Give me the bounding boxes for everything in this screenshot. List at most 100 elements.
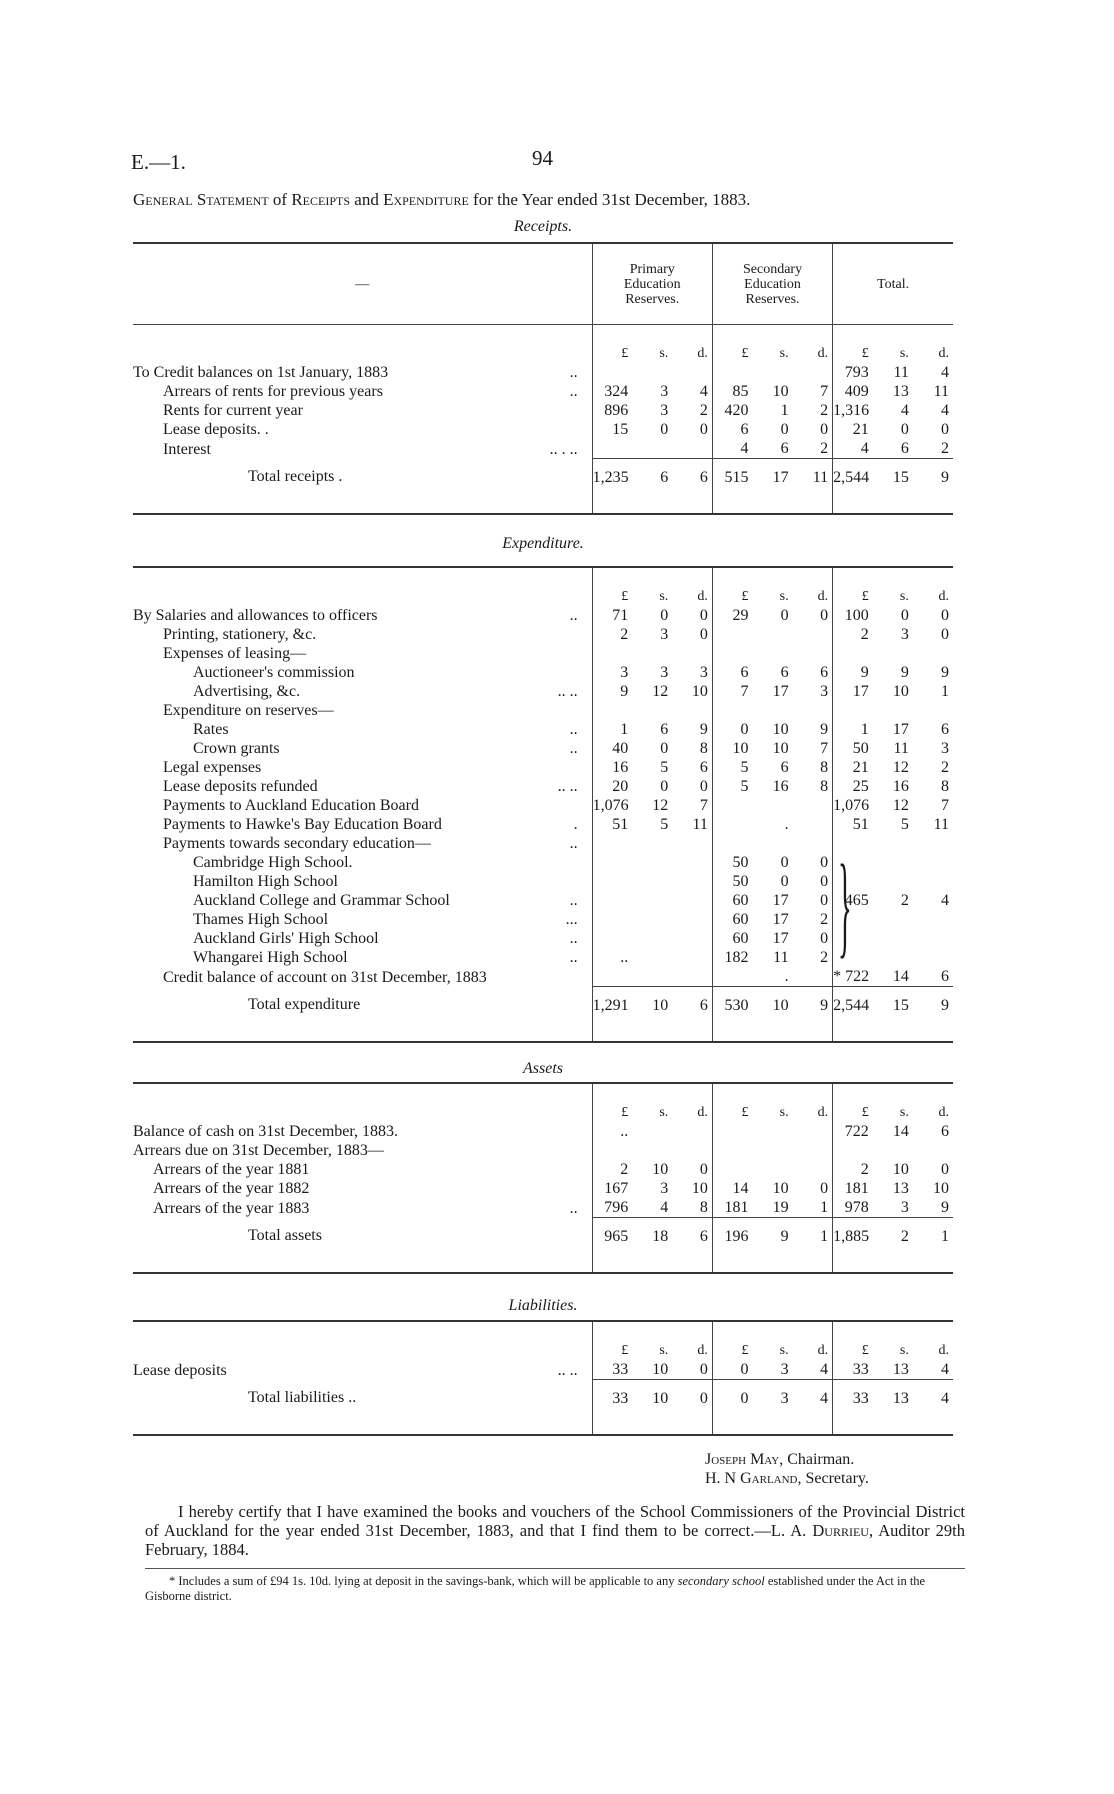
primary-pounds	[591, 439, 633, 459]
secondary-shillings: 9	[752, 1217, 793, 1254]
secondary-shillings: 11	[773, 949, 789, 966]
header-spacer	[133, 324, 953, 344]
primary-pounds: ..	[591, 948, 633, 967]
secondary-pence: 0	[820, 892, 829, 909]
secondary-pence: 9	[820, 721, 829, 738]
secondary-pounds	[711, 1122, 753, 1141]
secondary-pounds	[711, 1141, 753, 1160]
row-label: Payments to Auckland Education Board	[133, 796, 592, 815]
table-row: To Credit balances on 1st January, 1883.…	[133, 363, 953, 382]
row-label: Whangarei High School..	[133, 948, 592, 967]
row-label: Interest .. . ..	[133, 439, 592, 459]
total-pence: 4	[941, 892, 949, 909]
secondary-shillings: 17	[772, 683, 789, 700]
secondary-shillings	[752, 1160, 792, 1179]
primary-pence: 6	[672, 1217, 713, 1254]
row-label-text: Lease deposits	[133, 1361, 227, 1379]
row-label-text: Arrears of rents for previous years	[163, 383, 383, 400]
primary-pounds: 51	[591, 815, 633, 834]
primary-pounds	[591, 1141, 633, 1160]
secondary-shillings: 1	[780, 402, 789, 419]
table-row: Cambridge High School. 50 0 0	[133, 853, 953, 872]
table-row: Arrears due on 31st December, 1883—	[133, 1141, 953, 1160]
table-row: Auctioneer's commission 3 3 3 6 6 6 9 9 9	[133, 663, 953, 682]
primary-pence: 10	[691, 1180, 708, 1197]
primary-pence: 6	[672, 986, 713, 1023]
secondary-pence: 2	[820, 440, 829, 457]
total-pounds: 722	[832, 1122, 873, 1141]
primary-shillings	[632, 853, 672, 872]
secondary-pounds: 196	[711, 1217, 753, 1254]
unit-label: d.	[938, 589, 950, 604]
primary-pence	[672, 701, 712, 720]
total-pounds: 21	[832, 420, 873, 439]
row-label: Arrears due on 31st December, 1883—	[133, 1141, 592, 1160]
row-label-text: Hamilton High School	[193, 873, 338, 890]
row-label-text: Auctioneer's commission	[193, 664, 355, 681]
cell	[832, 1023, 953, 1043]
secondary-shillings: 17	[772, 892, 789, 909]
unit-label: s.	[659, 346, 669, 361]
table-bottom-rule	[133, 1416, 953, 1436]
secondary-shillings: 10	[772, 721, 789, 738]
total-pence: 6	[941, 1123, 949, 1140]
primary-pence: 0	[699, 778, 708, 795]
column-header-secondary: Secondary Education Reserves.	[711, 244, 833, 325]
total-shillings	[873, 872, 913, 891]
unit-label: £	[832, 344, 873, 363]
secondary-pounds: 5	[711, 758, 753, 777]
primary-pence	[672, 834, 712, 853]
secondary-pence	[793, 625, 833, 644]
title-part: Receipts	[291, 190, 351, 209]
primary-pounds: 33	[591, 1360, 633, 1380]
signature-role: , Secretary.	[797, 1470, 869, 1487]
table-row: Payments to Auckland Education Board 1,07…	[133, 796, 953, 815]
secondary-shillings: 10	[752, 986, 793, 1023]
table-row: Payments towards secondary education—..	[133, 834, 953, 853]
primary-pounds: 796	[591, 1198, 633, 1218]
total-pounds: 33	[832, 1379, 873, 1416]
primary-shillings: 3	[660, 626, 669, 643]
leader-dots: ..	[569, 835, 578, 852]
primary-pence: 8	[699, 740, 708, 757]
secondary-pence	[793, 967, 833, 987]
total-pounds	[832, 834, 873, 853]
cell	[832, 1416, 953, 1436]
primary-pounds: 3	[591, 663, 633, 682]
total-pounds: 1,076	[832, 796, 873, 815]
cell	[832, 568, 953, 587]
total-shillings: 15	[872, 986, 913, 1023]
primary-pence	[672, 967, 712, 987]
secondary-pounds	[711, 625, 753, 644]
secondary-pence: 1	[820, 1199, 829, 1216]
secondary-shillings: 17	[772, 911, 789, 928]
table-row: Legal expenses 16 5 6 5 6 8 21 12 2	[133, 758, 953, 777]
total-pounds: 51	[832, 815, 873, 834]
secondary-shillings	[752, 701, 792, 720]
cell	[711, 1084, 833, 1103]
primary-shillings	[632, 891, 672, 910]
secondary-pounds	[711, 834, 753, 853]
primary-shillings: 0	[660, 740, 669, 757]
total-shillings	[873, 644, 913, 663]
total-row: Total expenditure 1,291 10 6 530 10 9 2,544 15 9	[133, 986, 953, 1023]
secondary-pence: 2	[820, 911, 829, 928]
unit-label: s.	[779, 1105, 789, 1120]
total-pounds: 2	[832, 625, 873, 644]
unit-label: £	[591, 587, 633, 606]
total-shillings: 15	[872, 458, 913, 495]
row-label-text: Arrears due on 31st December, 1883—	[133, 1142, 384, 1159]
total-pence: 4	[912, 1379, 953, 1416]
secondary-pence: 8	[820, 778, 829, 795]
row-label-text: Balance of cash on 31st December, 1883.	[133, 1123, 399, 1140]
total-shillings: 13	[872, 1379, 913, 1416]
primary-pence: 11	[692, 816, 708, 833]
unit-label: s.	[659, 589, 669, 604]
title-part: of	[272, 190, 288, 209]
cell	[711, 324, 833, 344]
leader-dots: ..	[569, 949, 578, 966]
column-header-row: — Primary Education Reserves. Secondary Ed…	[133, 244, 953, 325]
total-pence: 6	[941, 968, 949, 985]
total-shillings: 10	[892, 1161, 909, 1178]
primary-shillings: 3	[660, 664, 669, 681]
